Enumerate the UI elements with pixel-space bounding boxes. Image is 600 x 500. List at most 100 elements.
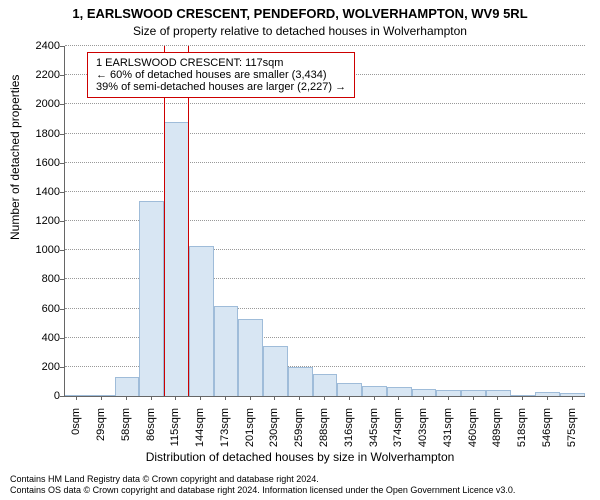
histogram-bar xyxy=(263,346,288,396)
y-tick-mark xyxy=(60,279,64,280)
histogram-bar xyxy=(214,306,239,396)
x-tick-label: 403sqm xyxy=(417,408,429,458)
histogram-bar xyxy=(115,377,140,396)
histogram-bar xyxy=(412,389,437,396)
x-tick-mark xyxy=(126,396,127,400)
histogram-bar xyxy=(560,393,585,396)
y-tick-label: 1000 xyxy=(36,244,60,256)
chart-title-main: 1, EARLSWOOD CRESCENT, PENDEFORD, WOLVER… xyxy=(0,6,600,21)
histogram-bar xyxy=(313,374,338,396)
x-tick-label: 460sqm xyxy=(467,408,479,458)
histogram-bar xyxy=(288,367,313,396)
x-tick-mark xyxy=(374,396,375,400)
x-tick-mark xyxy=(572,396,573,400)
y-tick-mark xyxy=(60,163,64,164)
histogram-bar xyxy=(139,201,164,396)
y-tick-mark xyxy=(60,134,64,135)
gridline xyxy=(65,191,585,192)
x-tick-mark xyxy=(299,396,300,400)
x-tick-mark xyxy=(225,396,226,400)
x-tick-label: 29sqm xyxy=(95,408,107,458)
y-tick-label: 600 xyxy=(42,303,60,315)
x-tick-mark xyxy=(448,396,449,400)
y-tick-label: 800 xyxy=(42,273,60,285)
x-tick-label: 518sqm xyxy=(516,408,528,458)
x-tick-mark xyxy=(547,396,548,400)
y-tick-label: 2400 xyxy=(36,40,60,52)
y-tick-label: 2000 xyxy=(36,98,60,110)
histogram-bar xyxy=(337,383,362,396)
x-tick-mark xyxy=(274,396,275,400)
x-tick-label: 288sqm xyxy=(318,408,330,458)
x-tick-label: 230sqm xyxy=(268,408,280,458)
x-tick-mark xyxy=(175,396,176,400)
x-tick-mark xyxy=(76,396,77,400)
y-axis-label: Number of detached properties xyxy=(8,75,22,240)
x-tick-label: 546sqm xyxy=(541,408,553,458)
highlight-marker xyxy=(164,46,189,396)
annotation-box: 1 EARLSWOOD CRESCENT: 117sqm ← 60% of de… xyxy=(87,52,355,98)
x-tick-label: 374sqm xyxy=(392,408,404,458)
x-tick-label: 345sqm xyxy=(368,408,380,458)
y-tick-mark xyxy=(60,250,64,251)
x-tick-label: 115sqm xyxy=(169,408,181,458)
y-tick-mark xyxy=(60,104,64,105)
x-tick-label: 316sqm xyxy=(343,408,355,458)
attribution-line: Contains HM Land Registry data © Crown c… xyxy=(10,474,590,485)
y-tick-label: 1800 xyxy=(36,128,60,140)
x-tick-label: 173sqm xyxy=(219,408,231,458)
y-tick-mark xyxy=(60,221,64,222)
x-tick-label: 201sqm xyxy=(244,408,256,458)
x-tick-label: 431sqm xyxy=(442,408,454,458)
x-tick-mark xyxy=(522,396,523,400)
y-tick-mark xyxy=(60,46,64,47)
x-tick-mark xyxy=(324,396,325,400)
attribution: Contains HM Land Registry data © Crown c… xyxy=(10,474,590,496)
histogram-bar xyxy=(238,319,263,396)
annotation-line: 1 EARLSWOOD CRESCENT: 117sqm xyxy=(96,57,346,69)
chart-title-sub: Size of property relative to detached ho… xyxy=(0,24,600,38)
y-tick-mark xyxy=(60,192,64,193)
x-tick-mark xyxy=(423,396,424,400)
y-tick-label: 1600 xyxy=(36,157,60,169)
gridline xyxy=(65,103,585,104)
x-tick-mark xyxy=(349,396,350,400)
y-tick-mark xyxy=(60,338,64,339)
y-tick-label: 200 xyxy=(42,361,60,373)
x-tick-mark xyxy=(398,396,399,400)
y-tick-mark xyxy=(60,367,64,368)
y-tick-label: 400 xyxy=(42,332,60,344)
y-tick-label: 1400 xyxy=(36,186,60,198)
y-tick-label: 2200 xyxy=(36,69,60,81)
x-tick-mark xyxy=(473,396,474,400)
x-tick-mark xyxy=(200,396,201,400)
plot-area: 1 EARLSWOOD CRESCENT: 117sqm ← 60% of de… xyxy=(64,46,585,397)
gridline xyxy=(65,162,585,163)
x-tick-label: 58sqm xyxy=(120,408,132,458)
x-tick-label: 489sqm xyxy=(491,408,503,458)
x-tick-mark xyxy=(151,396,152,400)
histogram-bar xyxy=(436,390,461,396)
histogram-bar xyxy=(387,387,412,396)
histogram-bar xyxy=(189,246,214,396)
x-tick-mark xyxy=(250,396,251,400)
histogram-bar xyxy=(461,390,486,396)
attribution-line: Contains OS data © Crown copyright and d… xyxy=(10,485,590,496)
y-tick-mark xyxy=(60,309,64,310)
gridline xyxy=(65,133,585,134)
gridline xyxy=(65,45,585,46)
y-tick-label: 1200 xyxy=(36,215,60,227)
x-tick-label: 259sqm xyxy=(293,408,305,458)
x-tick-label: 86sqm xyxy=(145,408,157,458)
annotation-line: 39% of semi-detached houses are larger (… xyxy=(96,81,346,93)
histogram-bar xyxy=(65,395,90,396)
y-tick-mark xyxy=(60,75,64,76)
y-tick-mark xyxy=(60,396,64,397)
x-tick-label: 0sqm xyxy=(70,408,82,458)
x-tick-label: 575sqm xyxy=(566,408,578,458)
x-tick-mark xyxy=(497,396,498,400)
annotation-line: ← 60% of detached houses are smaller (3,… xyxy=(96,69,346,81)
x-tick-label: 144sqm xyxy=(194,408,206,458)
histogram-bar xyxy=(535,392,560,396)
histogram-bar xyxy=(362,386,387,396)
